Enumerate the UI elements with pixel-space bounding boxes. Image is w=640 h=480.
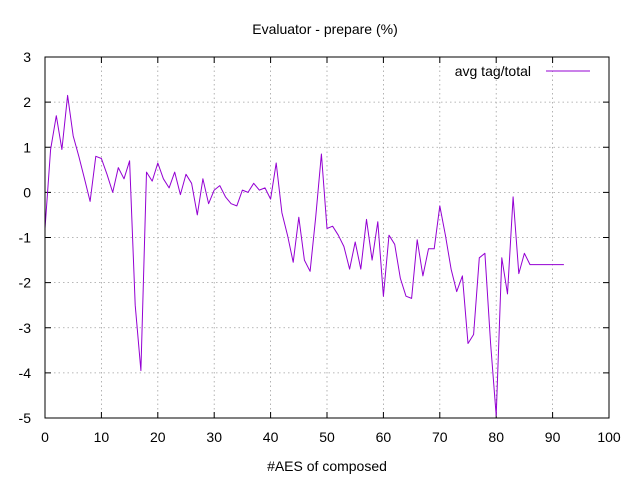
y-tick-label: -2 xyxy=(19,275,32,291)
x-tick-label: 30 xyxy=(206,429,222,445)
y-tick-label: -4 xyxy=(19,365,32,381)
y-tick-label: 1 xyxy=(23,139,31,155)
x-tick-label: 80 xyxy=(488,429,504,445)
legend: avg tag/total xyxy=(455,63,590,79)
x-tick-label: 20 xyxy=(150,429,166,445)
x-axis-ticks: 0 10 20 30 40 50 60 70 80 90 100 xyxy=(41,57,621,445)
grid-lines xyxy=(45,57,609,418)
x-tick-label: 90 xyxy=(545,429,561,445)
y-tick-label: -3 xyxy=(19,320,32,336)
x-tick-label: 10 xyxy=(94,429,110,445)
x-tick-label: 60 xyxy=(376,429,392,445)
series-line-0 xyxy=(44,94,564,417)
chart-title: Evaluator - prepare (%) xyxy=(252,21,398,37)
y-tick-label: -5 xyxy=(19,410,32,426)
series-layer xyxy=(44,94,564,417)
y-tick-label: 3 xyxy=(23,49,31,65)
x-tick-label: 0 xyxy=(41,429,49,445)
y-tick-label: -1 xyxy=(19,230,32,246)
x-tick-label: 50 xyxy=(319,429,335,445)
plot-frame xyxy=(44,56,610,419)
y-axis-ticks: 3 2 1 0 -1 -2 -3 -4 -5 xyxy=(19,49,609,426)
legend-label: avg tag/total xyxy=(455,63,531,79)
y-tick-label: 0 xyxy=(23,184,31,200)
x-axis-label: #AES of composed xyxy=(267,458,387,474)
x-tick-label: 40 xyxy=(263,429,279,445)
y-tick-label: 2 xyxy=(23,94,31,110)
x-tick-label: 100 xyxy=(597,429,621,445)
x-tick-label: 70 xyxy=(432,429,448,445)
